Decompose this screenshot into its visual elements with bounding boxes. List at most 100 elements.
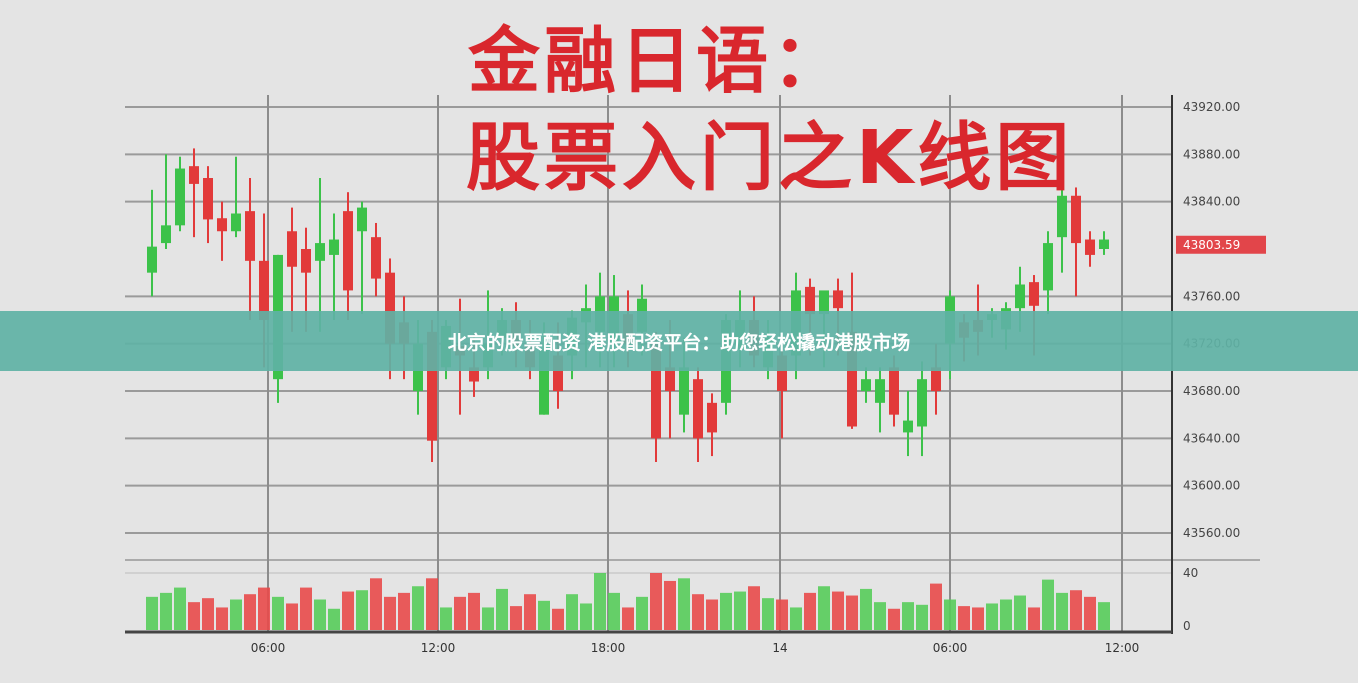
candle [1085, 231, 1095, 267]
candle-body [931, 367, 941, 391]
candle-body [329, 239, 339, 255]
candle-body [875, 379, 885, 403]
volume-bar [216, 607, 228, 630]
candle-body [847, 331, 857, 427]
candle [161, 154, 171, 249]
volume-bar [1000, 599, 1012, 630]
candle [861, 367, 871, 403]
candle [147, 189, 157, 297]
candle [1071, 187, 1081, 297]
candle [315, 178, 325, 332]
candle-body [203, 178, 213, 220]
candle-body [777, 355, 787, 391]
candle-body [917, 379, 927, 427]
candle-body [343, 211, 353, 291]
price-tick-label: 43920.00 [1183, 100, 1240, 114]
candle-body [161, 225, 171, 244]
volume-bar [776, 599, 788, 630]
candle-body [679, 367, 689, 415]
volume-bar [160, 592, 172, 630]
volume-bar [706, 599, 718, 630]
volume-bar [328, 608, 340, 630]
volume-bar [510, 606, 522, 630]
candle [1057, 189, 1067, 273]
candle-body [889, 367, 899, 415]
candle [329, 213, 339, 320]
volume-bar [636, 596, 648, 630]
volume-bar [384, 596, 396, 630]
candle-body [539, 349, 549, 415]
volume-bar [314, 599, 326, 630]
candle-body [1015, 284, 1025, 309]
volume-bar [552, 608, 564, 630]
volume-bar [888, 608, 900, 630]
volume-bar [650, 573, 662, 630]
volume-bar [300, 587, 312, 630]
candle-body [1085, 239, 1095, 255]
current-price-label: 43803.59 [1183, 238, 1240, 252]
candle [245, 178, 255, 320]
candle [1043, 231, 1053, 315]
volume-bar [538, 600, 550, 630]
volume-bar [1014, 595, 1026, 630]
volume-bar [426, 578, 438, 630]
volume-bar [720, 592, 732, 630]
candle-body [301, 249, 311, 273]
headline-banner: 北京的股票配资 港股配资平台：助您轻松撬动港股市场 [0, 311, 1358, 371]
volume-bar [734, 591, 746, 630]
volume-bar [958, 606, 970, 630]
volume-bar [860, 588, 872, 630]
candle [371, 222, 381, 297]
candle-body [217, 218, 227, 232]
candle [343, 192, 353, 320]
volume-bar [468, 592, 480, 630]
candle [189, 148, 199, 238]
candle [1099, 231, 1109, 255]
volume-bar [678, 578, 690, 630]
candle-body [651, 343, 661, 439]
volume-bar [790, 607, 802, 630]
candle [203, 166, 213, 244]
banner-text: 北京的股票配资 港股配资平台：助您轻松撬动港股市场 [447, 331, 911, 354]
price-tick-label: 43840.00 [1183, 195, 1240, 209]
volume-bar [370, 578, 382, 630]
candle [903, 391, 913, 457]
volume-bar [566, 594, 578, 630]
volume-bar [902, 602, 914, 630]
volume-bar [608, 592, 620, 630]
candle-body [707, 402, 717, 433]
time-tick-label: 06:00 [933, 641, 968, 655]
volume-tick-label: 40 [1183, 566, 1198, 580]
volume-bar [594, 573, 606, 630]
candle-body [385, 272, 395, 344]
price-tick-label: 43560.00 [1183, 526, 1240, 540]
candle-body [1029, 282, 1039, 306]
volume-bar [580, 603, 592, 630]
candle-body [1043, 243, 1053, 291]
candle-body [903, 420, 913, 433]
candle-body [287, 231, 297, 267]
candle [175, 156, 185, 232]
volume-bar [146, 596, 158, 630]
volume-bar [874, 602, 886, 630]
current-price-tag [1176, 235, 1266, 254]
time-tick-label: 14 [772, 641, 787, 655]
candle-body [833, 290, 843, 309]
volume-bar [1042, 579, 1054, 630]
candle-body [245, 211, 255, 261]
price-tick-label: 43880.00 [1183, 147, 1240, 161]
candle-body [175, 168, 185, 226]
candle [357, 201, 367, 315]
candle-body [553, 355, 563, 391]
volume-bar [832, 591, 844, 630]
price-tick-label: 43640.00 [1183, 431, 1240, 445]
candle-body [231, 213, 241, 232]
volume-bar [986, 603, 998, 630]
volume-bar [412, 586, 424, 630]
volume-bar [748, 586, 760, 630]
volume-bar [496, 588, 508, 630]
volume-bar [454, 596, 466, 630]
candle-body [1099, 239, 1109, 249]
candle-body [819, 290, 829, 315]
candle [693, 367, 703, 462]
